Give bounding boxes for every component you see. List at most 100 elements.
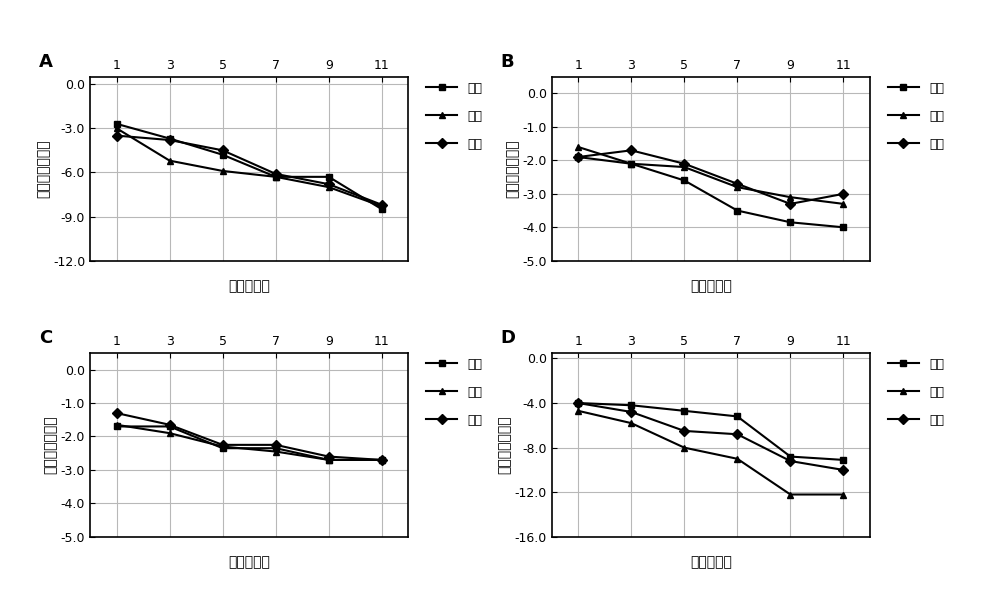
Text: 时间（天）: 时间（天） [228,279,270,293]
Y-axis label: 相对偏差（％）: 相对偏差（％） [44,415,58,474]
低值 [572,153,584,160]
低值 [323,173,335,181]
Line: 低值: 低值 [113,120,385,213]
中值 [270,448,282,455]
Text: A: A [39,53,53,71]
Legend: 低值, 中值, 高值: 低值, 中值, 高值 [883,77,949,156]
高值 [837,467,849,474]
中值 [111,421,123,428]
Line: 中值: 中值 [575,407,847,498]
中值 [625,419,637,427]
低值 [678,177,690,184]
低值 [323,457,335,464]
中值 [111,124,123,132]
高值 [217,441,229,448]
高值 [678,427,690,434]
高值 [376,457,388,464]
中值 [217,443,229,450]
低值 [784,219,796,226]
低值 [731,207,743,214]
高值 [323,181,335,188]
中值 [784,491,796,498]
低值 [270,445,282,452]
Text: 时间（天）: 时间（天） [228,555,270,569]
低值 [678,407,690,414]
高值 [784,201,796,208]
Line: 低值: 低值 [575,399,847,463]
Text: C: C [39,329,52,347]
Line: 高值: 高值 [575,147,847,207]
Legend: 低值, 中值, 高值: 低值, 中值, 高值 [421,77,487,156]
中值 [731,455,743,463]
中值 [217,168,229,175]
高值 [164,136,176,143]
Line: 中值: 中值 [575,143,847,207]
中值 [270,173,282,181]
低值 [837,457,849,464]
低值 [217,151,229,158]
低值 [111,423,123,430]
低值 [111,120,123,127]
高值 [731,181,743,188]
Y-axis label: 相对偏差（％）: 相对偏差（％） [498,415,512,474]
Line: 中值: 中值 [113,421,385,463]
低值 [376,206,388,213]
Line: 高值: 高值 [113,409,385,463]
低值 [784,453,796,460]
低值 [270,173,282,181]
中值 [731,183,743,191]
中值 [784,194,796,201]
低值 [217,445,229,452]
高值 [678,160,690,167]
高值 [270,171,282,178]
低值 [376,457,388,464]
低值 [164,135,176,142]
中值 [837,491,849,498]
低值 [625,160,637,167]
高值 [731,431,743,438]
中值 [164,430,176,437]
高值 [625,147,637,154]
中值 [323,457,335,464]
高值 [217,147,229,154]
高值 [164,421,176,428]
高值 [572,399,584,407]
中值 [572,407,584,414]
Line: 中值: 中值 [113,124,385,210]
Y-axis label: 相对偏差（％）: 相对偏差（％） [36,139,50,198]
高值 [323,453,335,460]
中值 [164,157,176,164]
Text: 时间（天）: 时间（天） [690,279,732,293]
高值 [111,409,123,417]
Text: D: D [501,329,516,347]
Legend: 低值, 中值, 高值: 低值, 中值, 高值 [421,353,487,432]
Legend: 低值, 中值, 高值: 低值, 中值, 高值 [883,353,949,432]
Text: B: B [501,53,514,71]
中值 [572,143,584,150]
高值 [270,441,282,448]
高值 [837,191,849,198]
低值 [837,224,849,231]
Line: 高值: 高值 [113,132,385,208]
低值 [164,423,176,430]
高值 [625,408,637,415]
低值 [572,399,584,407]
Line: 高值: 高值 [575,399,847,473]
中值 [837,201,849,208]
高值 [784,457,796,464]
Y-axis label: 相对偏差（％）: 相对偏差（％） [505,139,519,198]
中值 [678,163,690,171]
高值 [111,132,123,139]
Line: 低值: 低值 [575,153,847,231]
中值 [376,457,388,464]
中值 [376,203,388,210]
高值 [376,201,388,208]
中值 [323,183,335,191]
中值 [625,160,637,167]
低值 [625,402,637,409]
高值 [572,153,584,160]
Line: 低值: 低值 [113,423,385,463]
低值 [731,413,743,420]
Text: 时间（天）: 时间（天） [690,555,732,569]
中值 [678,444,690,451]
